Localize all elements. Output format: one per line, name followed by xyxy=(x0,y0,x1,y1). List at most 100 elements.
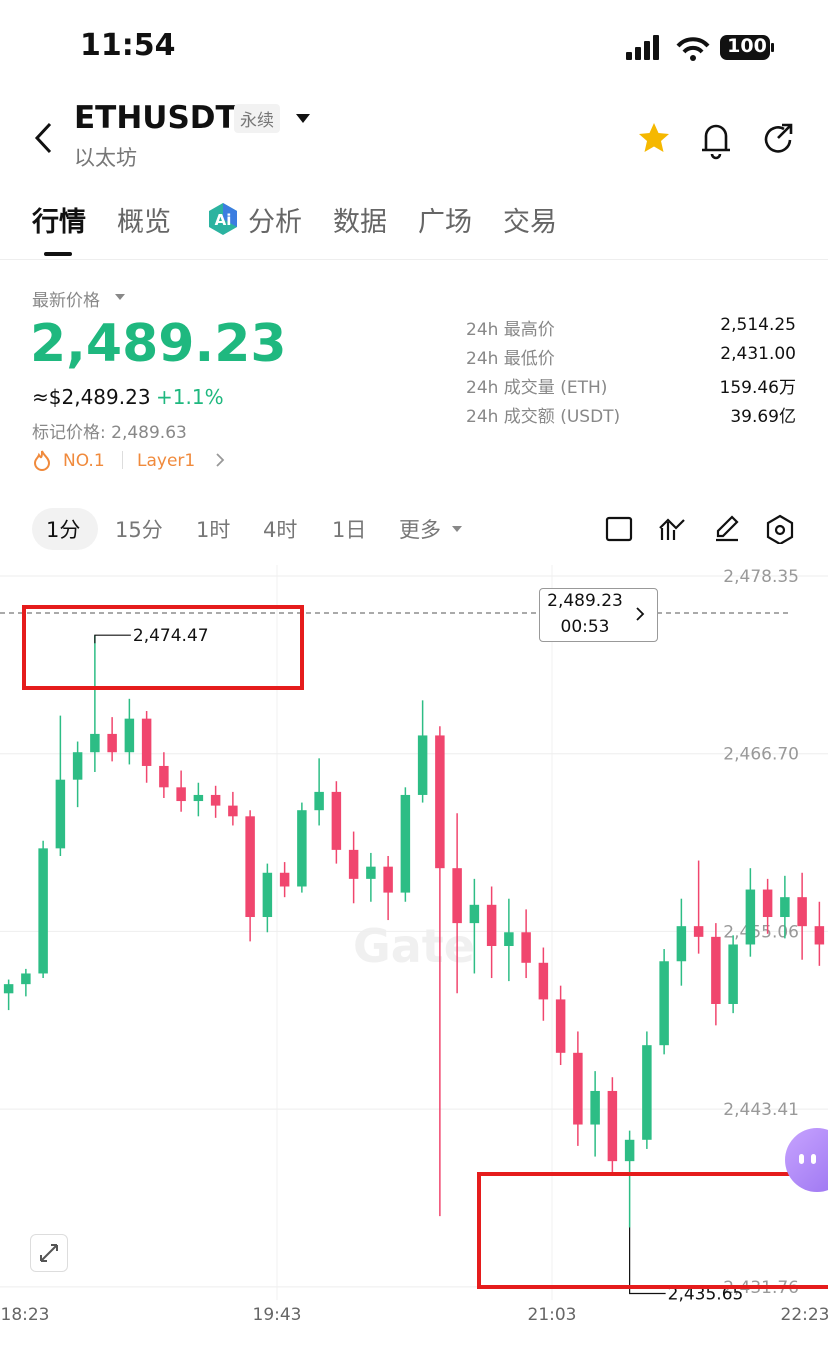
tab[interactable]: 概览 xyxy=(117,207,171,238)
x-tick-label: 19:43 xyxy=(253,1305,302,1325)
status-time: 11:54 xyxy=(80,28,176,63)
svg-text:Ai: Ai xyxy=(215,211,232,229)
usd-price: ≈$2,489.23 xyxy=(32,385,151,409)
header-actions xyxy=(639,123,793,160)
candle-body xyxy=(538,962,549,1000)
favorite-star[interactable] xyxy=(639,123,669,152)
stat-value: 2,431.00 xyxy=(720,344,796,364)
share-button[interactable] xyxy=(764,123,793,153)
candle-body xyxy=(3,984,14,994)
x-tick-label: 18:23 xyxy=(1,1305,50,1325)
tool-settings[interactable] xyxy=(766,514,794,544)
contract-badge: 永续 xyxy=(234,104,280,133)
candle-body xyxy=(210,794,221,806)
sector-tag[interactable]: Layer1 xyxy=(137,451,196,471)
timeframe[interactable]: 1时 xyxy=(196,518,231,542)
candle-body xyxy=(728,944,738,1004)
hot-icon xyxy=(33,450,51,471)
price-tag-arrow xyxy=(636,607,645,621)
y-tick-label: 2,455.06 xyxy=(723,922,799,942)
candle-body xyxy=(72,752,83,780)
assistant-face xyxy=(799,1154,816,1164)
candle-body xyxy=(521,932,531,963)
candle-body xyxy=(642,1045,652,1140)
candle-body xyxy=(107,733,117,753)
tab[interactable]: 数据 xyxy=(333,207,387,238)
stat-value: 2,514.25 xyxy=(720,315,796,335)
tool-draw[interactable] xyxy=(716,515,739,542)
candle-body xyxy=(814,926,825,945)
last-price: 2,489.23 xyxy=(30,314,287,374)
candle-body xyxy=(607,1090,618,1162)
candle-body xyxy=(228,805,238,817)
candle-body xyxy=(676,926,687,962)
price-label-dropdown xyxy=(115,294,125,300)
tab[interactable]: 广场 xyxy=(418,207,472,238)
tab-indicator xyxy=(44,252,72,256)
sector-arrow xyxy=(216,453,225,467)
candle-body xyxy=(124,718,135,753)
tab[interactable]: 分析 xyxy=(248,207,302,238)
ai-icon: Ai xyxy=(209,203,237,235)
more-dropdown xyxy=(452,526,462,532)
y-tick-label: 2,443.41 xyxy=(723,1100,799,1120)
candle-body xyxy=(555,999,566,1053)
expand-button[interactable] xyxy=(30,1234,68,1272)
candle-body xyxy=(383,866,393,893)
candle-body xyxy=(348,849,359,879)
price-tag-price: 2,489.23 xyxy=(547,591,623,611)
candle-body xyxy=(797,897,807,927)
status-icons xyxy=(626,35,774,61)
candle-body xyxy=(624,1139,635,1162)
candle-body xyxy=(745,889,756,945)
candle-body xyxy=(366,866,376,879)
stat-label: 24h 最低价 xyxy=(466,349,555,369)
timeframe[interactable]: 15分 xyxy=(115,518,163,542)
candle-body xyxy=(297,810,307,887)
candle-body xyxy=(331,791,342,850)
candle-body xyxy=(279,872,290,887)
watermark: Gate xyxy=(353,919,475,973)
expand-icon xyxy=(40,1244,58,1262)
x-tick-label: 22:23 xyxy=(781,1305,828,1325)
candle-body xyxy=(417,735,428,795)
tab[interactable]: 行情 xyxy=(32,207,86,238)
candle-body xyxy=(469,904,480,924)
highlight-box xyxy=(477,1172,828,1289)
timeframe[interactable]: 更多 xyxy=(399,518,441,542)
candle-body xyxy=(262,872,273,918)
alert-bell[interactable] xyxy=(702,124,730,160)
candle-body xyxy=(504,932,514,947)
mark-price: 标记价格: 2,489.63 xyxy=(32,423,187,443)
tool-fullscreen[interactable] xyxy=(605,516,633,542)
timeframe[interactable]: 1分 xyxy=(46,518,81,542)
candle-body xyxy=(400,794,411,893)
candle-body xyxy=(780,897,790,918)
symbol-dropdown[interactable] xyxy=(294,112,312,124)
price-tag[interactable] xyxy=(539,588,658,642)
chart-tools xyxy=(605,514,794,544)
assistant-bubble[interactable] xyxy=(785,1128,828,1192)
price-change: +1.1% xyxy=(156,385,224,409)
timeframe[interactable]: 1日 xyxy=(332,518,367,542)
candle-body xyxy=(693,926,704,937)
candle-body xyxy=(38,848,48,974)
candle-body xyxy=(659,961,669,1046)
candle-body xyxy=(711,936,721,1004)
tool-indicators[interactable] xyxy=(659,518,685,540)
price-label[interactable]: 最新价格 xyxy=(32,291,100,311)
rank-tag[interactable]: NO.1 xyxy=(63,451,105,471)
candle-body xyxy=(245,816,255,918)
price-tag-countdown: 00:53 xyxy=(560,617,610,637)
candle-body xyxy=(486,904,497,947)
divider xyxy=(0,259,828,260)
symbol[interactable]: ETHUSDT xyxy=(74,100,237,136)
stat-label: 24h 成交额 (USDT) xyxy=(466,407,621,427)
timeframe[interactable]: 4时 xyxy=(263,518,298,542)
candle-body xyxy=(55,779,66,849)
x-tick-label: 21:03 xyxy=(528,1305,577,1325)
candle-body xyxy=(21,973,31,985)
tab[interactable]: 交易 xyxy=(503,207,557,238)
back-button[interactable] xyxy=(30,120,56,156)
